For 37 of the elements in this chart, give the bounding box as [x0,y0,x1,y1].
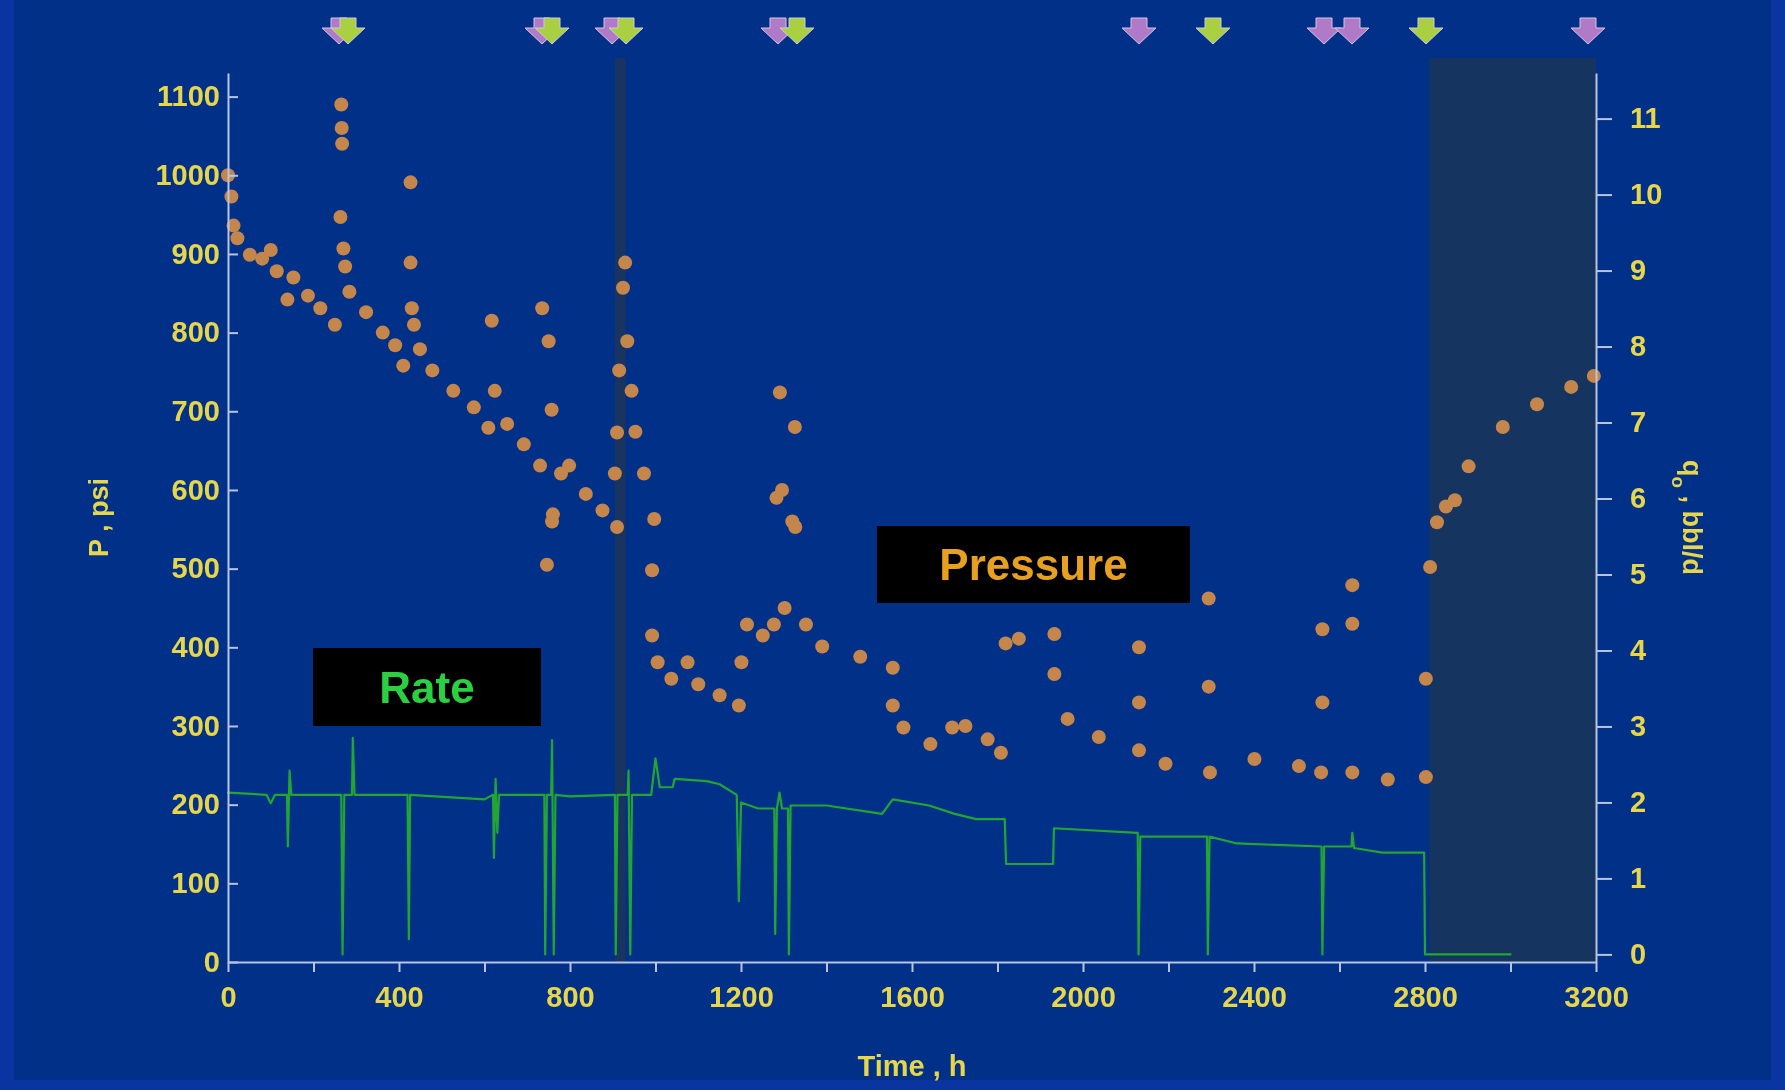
x-tick-label: 2400 [1222,980,1287,1013]
y-tick-label: 1000 [155,159,220,192]
y2-tick-label: 5 [1630,558,1647,591]
y2-tick-label: 9 [1630,254,1647,287]
x-axis-title: Time , h [857,1050,967,1082]
y-tick-label: 100 [171,867,220,900]
series-label: Pressure [939,540,1128,590]
y2-tick-label: 4 [1630,634,1647,667]
y-tick-label: 700 [171,395,220,428]
x-tick-label: 2800 [1393,980,1458,1013]
series-label: Rate [379,662,475,712]
y2-tick-label: 1 [1630,862,1647,895]
y2-tick-label: 7 [1630,406,1647,439]
x-tick-label: 800 [546,980,595,1013]
y-tick-label: 800 [171,316,220,349]
y2-tick-label: 11 [1630,102,1661,135]
y2-tick-label: 8 [1630,330,1647,363]
y2-tick-label: 10 [1630,178,1663,211]
x-tick-label: 2000 [1051,980,1116,1013]
x-tick-label: 1200 [709,980,774,1013]
y-tick-label: 1100 [157,80,220,113]
y2-tick-label: 3 [1630,710,1647,743]
x-tick-label: 400 [375,980,424,1013]
y-tick-label: 0 [203,945,220,978]
line-series [226,736,1512,956]
y2-tick-label: 0 [1630,938,1647,971]
y-tick-label: 500 [171,552,220,585]
y-tick-label: 200 [171,788,220,821]
x-tick-label: 3200 [1564,980,1629,1013]
x-tick-label: 1600 [880,980,945,1013]
y2-tick-label: 2 [1630,786,1647,819]
y-tick-label: 900 [171,237,220,270]
y-tick-label: 300 [171,709,220,742]
y-tick-label: 400 [171,631,220,664]
y-tick-label: 600 [171,473,220,506]
y-axis-title: P , psi [84,477,114,558]
y2-tick-label: 6 [1630,482,1647,515]
